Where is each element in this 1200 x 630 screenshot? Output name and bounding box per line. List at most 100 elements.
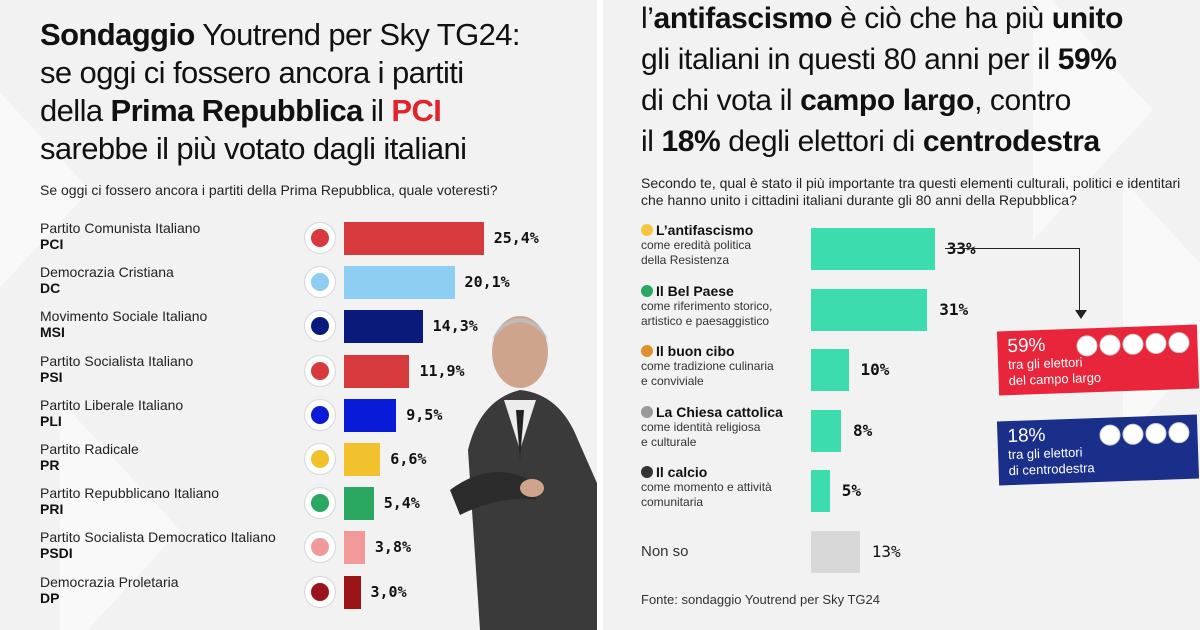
item-label: La Chiesa cattolica come identità religio… xyxy=(641,404,811,450)
item-name: L’antifascismo xyxy=(641,222,811,238)
item-emoji-icon xyxy=(641,405,653,418)
party-label: Democrazia Proletaria DP xyxy=(40,574,310,607)
party-name: Partito Repubblicano Italiano xyxy=(40,485,220,502)
item-description: come riferimento storico, xyxy=(641,298,773,313)
item-description: e conviviale xyxy=(641,374,704,388)
party-logo-icon xyxy=(1122,423,1144,446)
party-logo-icon xyxy=(1099,334,1121,356)
party-name: Partito Radicale xyxy=(40,441,139,457)
bar xyxy=(344,222,484,255)
party-logo-mark xyxy=(311,582,329,601)
connector-line xyxy=(945,248,1080,313)
bar xyxy=(344,575,361,609)
data-label: 14,3% xyxy=(432,317,478,336)
party-logo-icon xyxy=(1122,333,1144,356)
party-logo-icon xyxy=(1168,331,1190,354)
party-name: Partito Socialista Italiano xyxy=(40,352,194,369)
bar xyxy=(344,443,381,476)
party-logo-mark xyxy=(311,273,329,292)
bar xyxy=(811,409,841,452)
item-emoji-icon xyxy=(641,345,653,357)
party-logo-mark xyxy=(311,538,329,557)
data-label: 5% xyxy=(841,481,862,500)
right-panel: l’antifascismo è ciò che ha più unito gl… xyxy=(603,0,1200,630)
bar xyxy=(811,228,935,270)
bar xyxy=(811,530,860,573)
party-logo-icon xyxy=(304,443,336,475)
party-logo-icon xyxy=(1168,421,1190,444)
item-description: come eredità politica xyxy=(641,238,752,252)
party-logo-icon xyxy=(304,222,336,254)
data-label: 11,9% xyxy=(419,361,465,380)
item-name: La Chiesa cattolica xyxy=(641,404,811,420)
data-label: 10% xyxy=(860,360,890,379)
data-label: 5,4% xyxy=(383,494,420,513)
party-logo-mark xyxy=(311,494,329,513)
data-label: 3,8% xyxy=(374,538,412,557)
party-logos xyxy=(1076,331,1190,357)
data-label: 9,5% xyxy=(406,405,443,424)
item-title: La Chiesa cattolica xyxy=(656,403,783,420)
party-logo-icon xyxy=(304,487,336,520)
party-logo-mark xyxy=(311,405,329,424)
right-chart-question: Secondo te, qual è stato il più importan… xyxy=(641,175,1181,208)
data-label: 6,6% xyxy=(390,450,427,468)
source-note: Fonte: sondaggio Youtrend per Sky TG24 xyxy=(641,592,880,607)
party-logo-icon xyxy=(304,398,336,431)
politician-photo xyxy=(450,316,597,630)
party-label: Partito Comunista Italiano PCI xyxy=(40,220,310,253)
background-chevron xyxy=(60,400,200,630)
party-label: Partito Liberale Italiano PLI xyxy=(40,397,310,430)
item-description: e culturale xyxy=(641,434,697,449)
party-abbreviation: PSI xyxy=(40,368,63,385)
bar xyxy=(344,266,455,300)
item-title: L’antifascismo xyxy=(656,222,754,238)
party-abbreviation: PLI xyxy=(40,412,62,429)
party-logo-icon xyxy=(304,266,336,299)
party-abbreviation: DP xyxy=(40,589,60,606)
left-chart-question: Se oggi ci fossero ancora i partiti dell… xyxy=(40,182,498,198)
party-name: Partito Socialista Democratico Italiano xyxy=(40,529,276,546)
party-label: Partito Repubblicano Italiano PRI xyxy=(40,485,310,518)
item-label: Il calcio come momento e attività comunita… xyxy=(641,464,811,510)
nonso-label: Non so xyxy=(641,543,689,560)
party-name: Democrazia Proletaria xyxy=(40,573,179,590)
data-label: 13% xyxy=(871,541,901,561)
party-abbreviation: MSI xyxy=(40,324,65,341)
data-label: 20,1% xyxy=(464,273,510,292)
item-title: Il calcio xyxy=(656,464,708,480)
campo-largo-callout: 59% tra gli elettori del campo largo xyxy=(996,324,1200,396)
item-label: Il Bel Paese come riferimento storico, art… xyxy=(641,283,811,329)
left-panel: Sondaggio Youtrend per Sky TG24: se oggi… xyxy=(0,0,597,630)
party-logo-icon xyxy=(304,575,336,608)
background-chevron xyxy=(1123,180,1200,440)
bar xyxy=(811,470,830,512)
party-logo-mark xyxy=(311,361,329,380)
item-title: Il Bel Paese xyxy=(656,282,734,299)
background-chevron xyxy=(0,60,110,320)
item-title: Il buon cibo xyxy=(656,343,735,359)
item-name: Il Bel Paese xyxy=(641,283,811,299)
item-description: come momento e attività xyxy=(641,480,772,494)
party-logos xyxy=(1099,421,1190,446)
item-description: comunitaria xyxy=(641,495,704,509)
party-label: Partito Socialista Italiano PSI xyxy=(40,353,310,386)
item-description: della Resistenza xyxy=(641,253,730,267)
party-name: Partito Liberale Italiano xyxy=(40,396,184,413)
party-logo-icon xyxy=(1145,332,1167,355)
party-logo-mark xyxy=(311,229,329,247)
data-label: 25,4% xyxy=(493,229,539,247)
party-logo-icon xyxy=(304,354,336,387)
party-logo-icon xyxy=(1145,422,1167,445)
party-logo-mark xyxy=(311,317,329,336)
party-abbreviation: PSDI xyxy=(40,545,73,562)
bar xyxy=(811,349,849,391)
centrodestra-callout: 18% tra gli elettori di centrodestra xyxy=(996,414,1200,486)
arrow-down-icon xyxy=(1075,310,1087,319)
party-name: Partito Comunista Italiano xyxy=(40,220,201,236)
party-abbreviation: DC xyxy=(40,280,61,297)
item-emoji-icon xyxy=(641,284,653,297)
bar xyxy=(344,310,423,344)
party-abbreviation: PRI xyxy=(40,501,64,518)
party-label: Partito Radicale PR xyxy=(40,441,310,474)
